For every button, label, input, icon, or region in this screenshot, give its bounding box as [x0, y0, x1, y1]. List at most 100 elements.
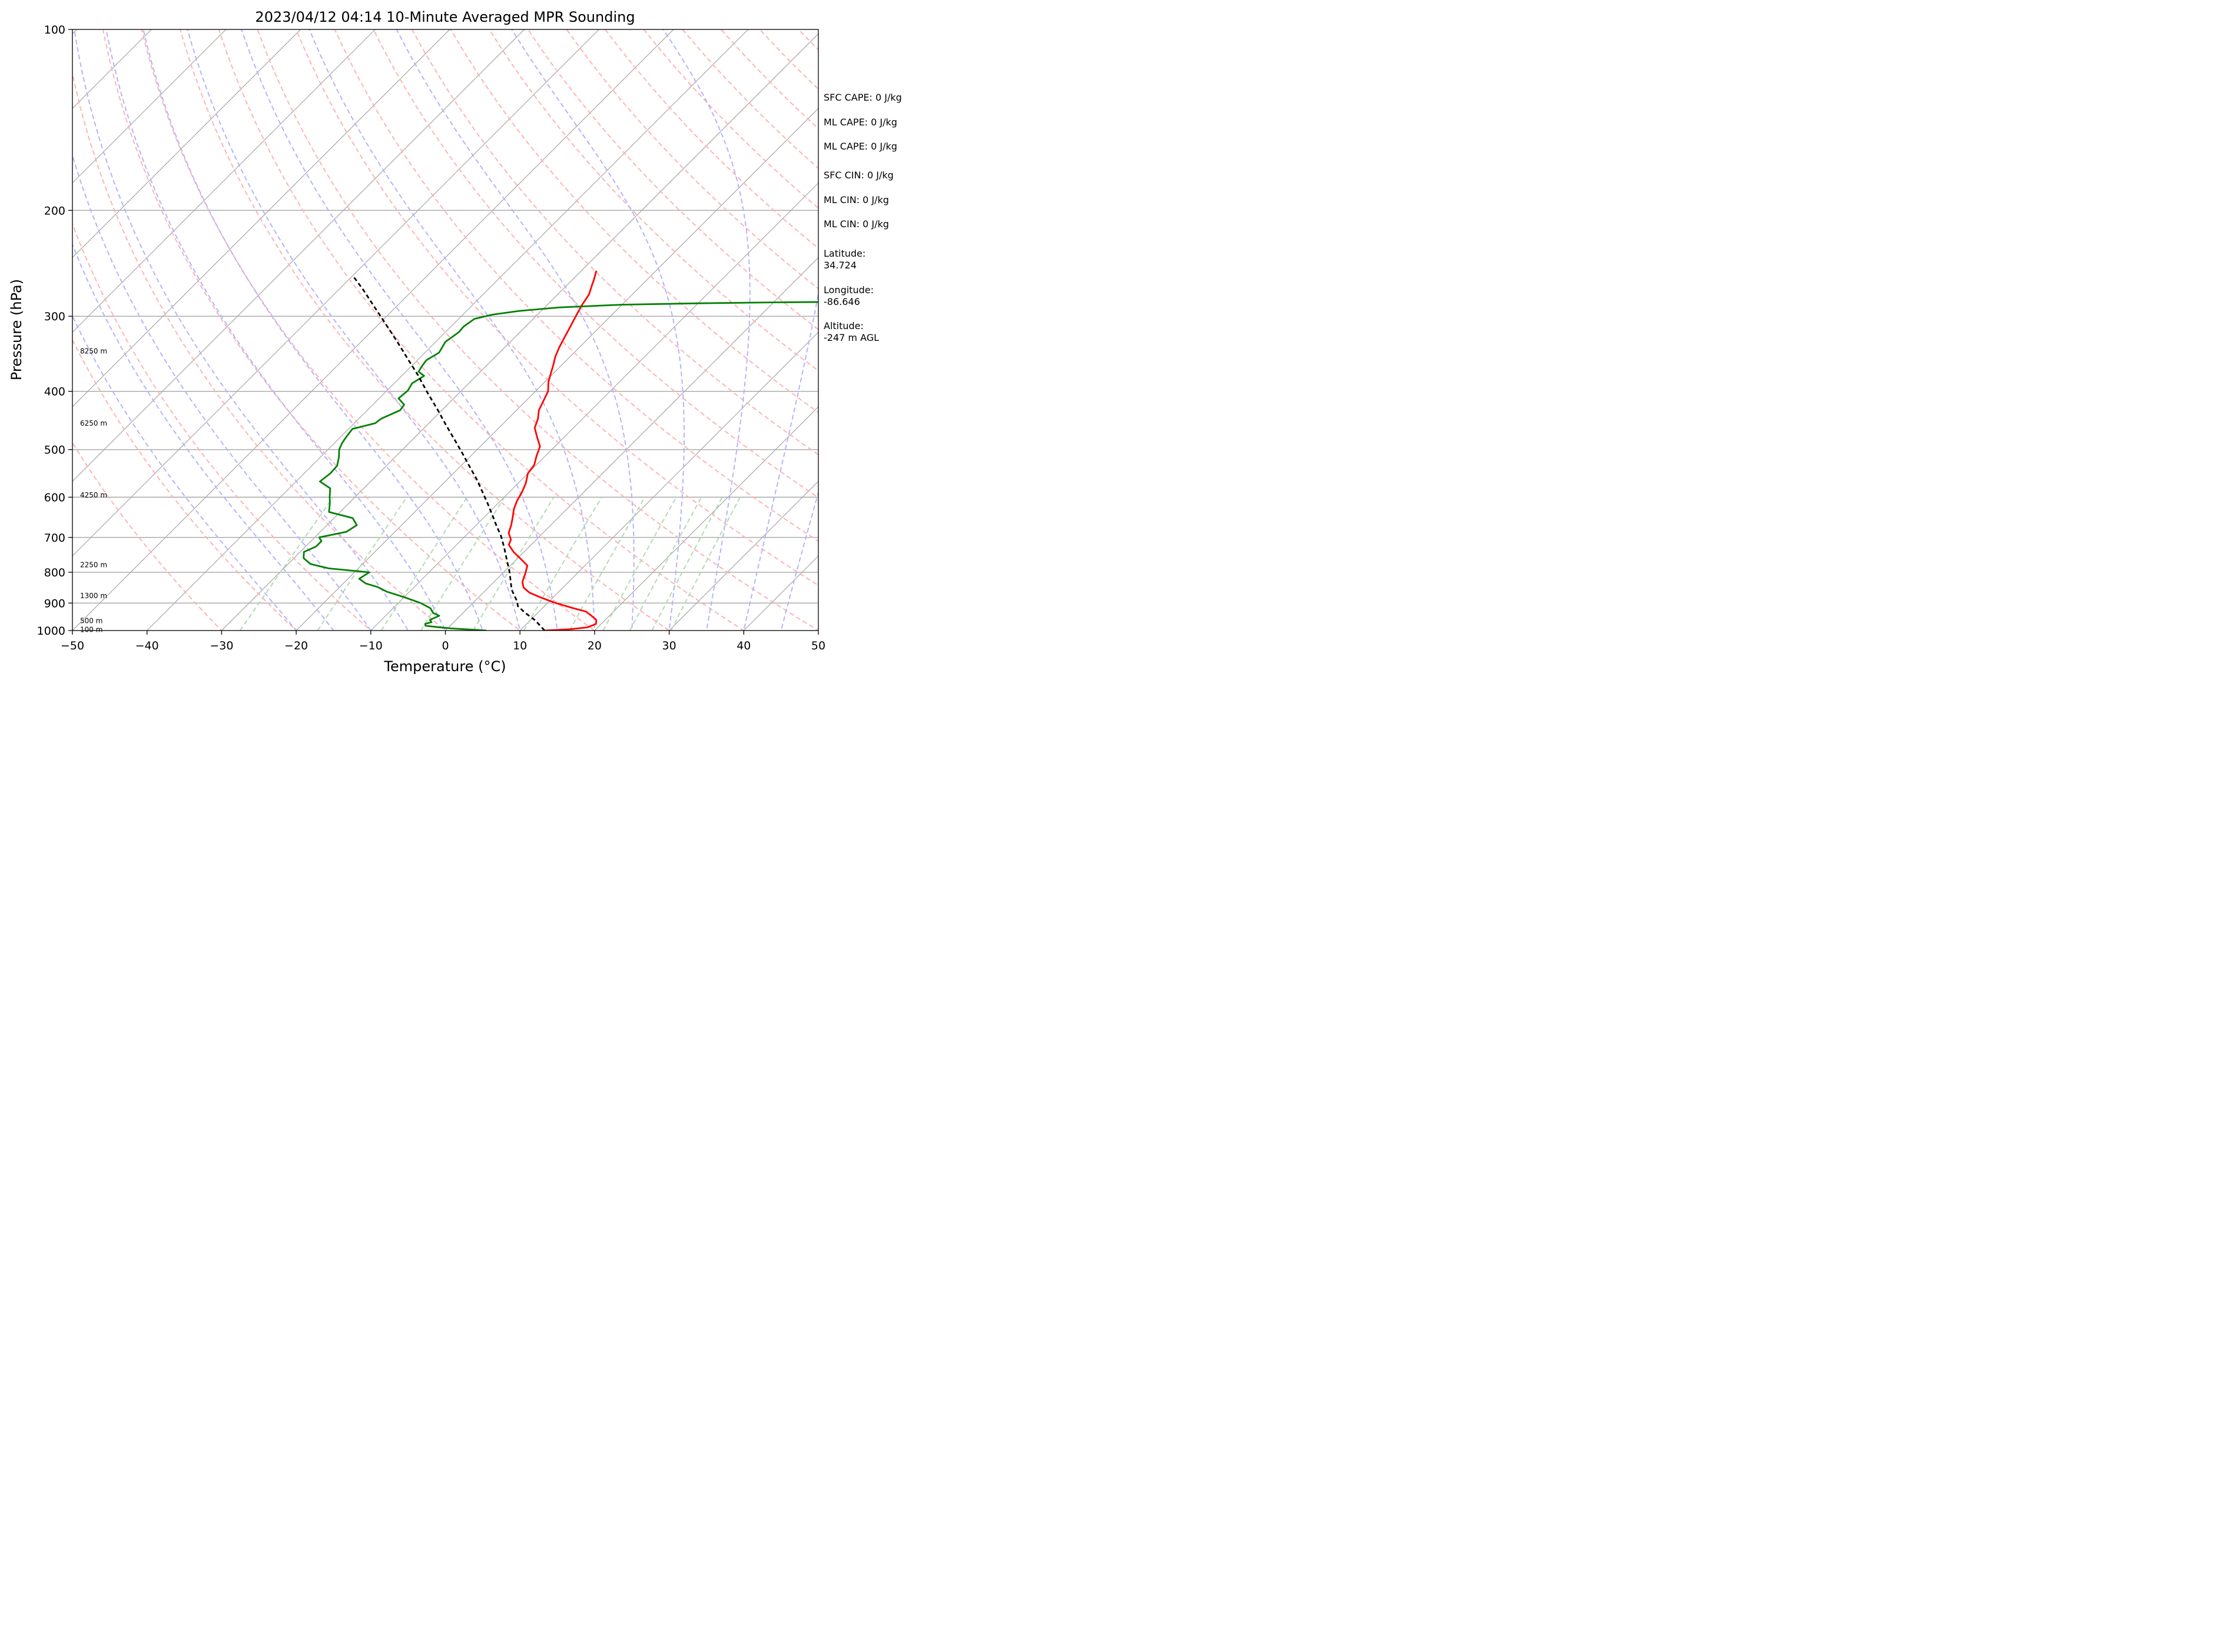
parcel-line [353, 276, 546, 631]
isotherm-line [72, 29, 301, 258]
y-tick-label: 800 [44, 566, 65, 579]
x-tick-label: 20 [588, 639, 602, 652]
temperature-line [508, 270, 598, 631]
dry-adiabat-line [72, 339, 297, 631]
dry-adiabat-line [373, 29, 818, 499]
isotherm-line [72, 29, 376, 333]
mixing-ratio-line [670, 497, 741, 631]
dry-adiabat-line [257, 29, 818, 631]
ml-cin-text-2: ML CIN: 0 J/kg [824, 218, 889, 230]
x-tick-label: −50 [61, 639, 84, 652]
height-label: 4250 m [80, 491, 107, 499]
x-tick-label: −30 [210, 639, 233, 652]
x-axis-ticks: −50 −40 −30 −20 −10 0 10 20 30 40 50 [61, 631, 825, 652]
y-axis-ticks: 100 200 300 400 500 600 700 800 900 1000 [37, 24, 72, 638]
moist-adiabat-line [396, 29, 635, 631]
y-tick-label: 600 [44, 491, 65, 504]
chart-title: 2023/04/12 04:14 10-Minute Averaged MPR … [255, 9, 635, 25]
data-lines [303, 270, 818, 631]
height-label: 8250 m [80, 347, 107, 356]
dewpoint-line [303, 301, 818, 631]
altitude-label: Altitude: [824, 320, 864, 331]
dry-adiabat-line [450, 29, 818, 413]
x-tick-label: 10 [513, 639, 527, 652]
y-tick-label: 700 [44, 532, 65, 545]
y-tick-label: 200 [44, 204, 65, 217]
mixing-ratio-line [317, 496, 407, 631]
dry-adiabat-line [102, 29, 521, 631]
moist-adiabat-line [72, 314, 297, 631]
dry-adiabat-line [218, 29, 745, 631]
y-tick-label: 100 [44, 24, 65, 37]
mixing-ratio-line [472, 496, 555, 631]
height-label: 500 m [80, 616, 102, 625]
height-label: 1300 m [80, 592, 107, 600]
latitude-value: 34.724 [824, 260, 857, 271]
isotherm-line [370, 182, 818, 631]
mixing-ratio-line [651, 497, 723, 631]
x-tick-label: 50 [811, 639, 825, 652]
y-tick-label: 900 [44, 597, 65, 610]
moist-adiabat-line [105, 29, 446, 631]
sfc-cin-text: SFC CIN: 0 J/kg [824, 170, 894, 181]
y-tick-label: 300 [44, 310, 65, 323]
y-tick-label: 400 [44, 386, 65, 399]
ml-cin-text: ML CIN: 0 J/kg [824, 194, 889, 205]
altitude-value: -247 m AGL [824, 332, 879, 343]
y-axis-title: Pressure (hPa) [8, 279, 25, 380]
moist-adiabat-line [142, 29, 483, 631]
height-label: 100 m [80, 626, 102, 634]
dry-adiabat-line [411, 29, 818, 456]
y-tick-label: 1000 [37, 625, 65, 638]
latitude-label: Latitude: [824, 248, 865, 259]
height-label: 2250 m [80, 561, 107, 569]
dry-adiabat-line [141, 29, 596, 631]
skew-t-chart: −50 −40 −30 −20 −10 0 10 20 30 40 50 100 200 300 400 5… [0, 0, 921, 682]
isotherm-line [72, 29, 227, 184]
sfc-cape-text: SFC CAPE: 0 J/kg [824, 92, 902, 103]
x-tick-label: 0 [442, 639, 449, 652]
stats-panel: SFC CAPE: 0 J/kg ML CAPE: 0 J/kg ML CAPE… [824, 92, 902, 343]
moist-adiabat-line [743, 290, 818, 631]
isotherm-line [445, 257, 818, 631]
background-lines [72, 29, 818, 631]
isotherm-line [221, 33, 818, 631]
isotherm-line [72, 29, 674, 631]
ml-cape-text: ML CAPE: 0 J/kg [824, 117, 897, 128]
isotherm-line [668, 480, 818, 631]
dry-adiabat-line [180, 29, 671, 631]
mixing-ratio-line [380, 496, 468, 631]
moist-adiabat-line [309, 29, 595, 631]
mixing-ratio-line [629, 497, 702, 631]
dry-adiabat-line [72, 222, 372, 631]
isotherm-line [72, 29, 525, 482]
isotherm-line [146, 29, 749, 631]
longitude-value: -86.646 [824, 296, 860, 307]
ml-cape-text-2: ML CAPE: 0 J/kg [824, 141, 897, 152]
isotherm-line [72, 29, 450, 407]
height-label: 6250 m [80, 419, 107, 427]
dry-adiabat-line [72, 70, 447, 631]
moist-adiabat-line [72, 153, 372, 631]
moist-adiabat-line [187, 29, 521, 631]
isotherm-line [594, 406, 818, 631]
x-tick-label: −40 [135, 639, 159, 652]
moist-adiabat-line [72, 243, 334, 631]
isotherm-line [72, 29, 600, 557]
mixing-ratio-line [239, 496, 334, 631]
x-tick-label: −20 [284, 639, 308, 652]
dry-adiabat-line [72, 441, 223, 631]
isotherm-line [296, 108, 818, 631]
moist-adiabat-line [74, 29, 409, 631]
x-tick-label: −10 [359, 639, 383, 652]
dry-adiabat-line [334, 29, 818, 542]
x-axis-title: Temperature (°C) [383, 658, 506, 675]
dry-adiabat-line [295, 29, 818, 586]
sounding-figure: −50 −40 −30 −20 −10 0 10 20 30 40 50 100 200 300 400 5… [0, 0, 921, 682]
x-tick-label: 40 [737, 639, 751, 652]
moist-adiabat-line [241, 29, 558, 631]
x-tick-label: 30 [662, 639, 676, 652]
y-tick-label: 500 [44, 444, 65, 457]
dry-adiabat-line [566, 29, 818, 290]
